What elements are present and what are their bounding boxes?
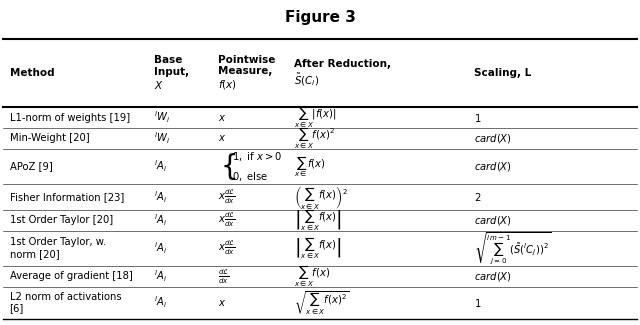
- Text: ${}^lW_i$: ${}^lW_i$: [154, 131, 170, 146]
- Text: $\frac{d\mathcal{L}}{dx}$: $\frac{d\mathcal{L}}{dx}$: [218, 267, 229, 286]
- Text: $\sum_{x\in X}f(x)$: $\sum_{x\in X}f(x)$: [294, 264, 331, 289]
- Text: $\sqrt{\sum_{x\in X}f(x)^2}$: $\sqrt{\sum_{x\in X}f(x)^2}$: [294, 289, 349, 316]
- Text: $1$: $1$: [474, 111, 481, 124]
- Text: ${}^lA_i$: ${}^lA_i$: [154, 240, 166, 256]
- Text: Scaling, L: Scaling, L: [474, 68, 531, 78]
- Text: $card(X)$: $card(X)$: [474, 270, 511, 283]
- Text: $x\frac{d\mathcal{L}}{dx}$: $x\frac{d\mathcal{L}}{dx}$: [218, 239, 235, 257]
- Text: $\sqrt{\sum_{j=0}^{l\,m-1}(\tilde{S}({}^lC_j))^2}$: $\sqrt{\sum_{j=0}^{l\,m-1}(\tilde{S}({}^…: [474, 230, 551, 266]
- Text: Figure 3: Figure 3: [285, 10, 355, 25]
- Text: $card(X)$: $card(X)$: [474, 214, 511, 227]
- Text: $x$: $x$: [218, 133, 226, 143]
- Text: APoZ [9]: APoZ [9]: [10, 162, 52, 172]
- Text: $\{$: $\{$: [220, 151, 236, 182]
- Text: Base
Input,
$X$: Base Input, $X$: [154, 55, 189, 91]
- Text: $x\frac{d\mathcal{L}}{dx}$: $x\frac{d\mathcal{L}}{dx}$: [218, 211, 235, 229]
- Text: ${}^lW_i$: ${}^lW_i$: [154, 110, 170, 125]
- Text: $\left(\sum_{x\in X}f(x)\right)^2$: $\left(\sum_{x\in X}f(x)\right)^2$: [294, 184, 348, 211]
- Text: Min-Weight [20]: Min-Weight [20]: [10, 133, 89, 143]
- Text: $0,\ \mathrm{else}$: $0,\ \mathrm{else}$: [232, 170, 269, 183]
- Text: After Reduction,
$\tilde{S}(C_i)$: After Reduction, $\tilde{S}(C_i)$: [294, 58, 392, 88]
- Text: $\left|\sum_{x\in X}f(x)\right|$: $\left|\sum_{x\in X}f(x)\right|$: [294, 207, 342, 233]
- Text: $\sum_{x\in}f(x)$: $\sum_{x\in}f(x)$: [294, 154, 326, 179]
- Text: $x$: $x$: [218, 298, 226, 308]
- Text: $\left|\sum_{x\in X}f(x)\right|$: $\left|\sum_{x\in X}f(x)\right|$: [294, 236, 342, 261]
- Text: 1st Order Taylor [20]: 1st Order Taylor [20]: [10, 215, 113, 225]
- Text: Average of gradient [18]: Average of gradient [18]: [10, 271, 132, 281]
- Text: $\sum_{x\in X}|f(x)|$: $\sum_{x\in X}|f(x)|$: [294, 105, 337, 130]
- Text: ${}^lA_i$: ${}^lA_i$: [154, 189, 166, 205]
- Text: Method: Method: [10, 68, 54, 78]
- Text: 1st Order Taylor, w.
norm [20]: 1st Order Taylor, w. norm [20]: [10, 238, 106, 259]
- Text: $x$: $x$: [218, 113, 226, 123]
- Text: Fisher Information [23]: Fisher Information [23]: [10, 192, 124, 202]
- Text: $card(X)$: $card(X)$: [474, 132, 511, 145]
- Text: L2 norm of activations
[6]: L2 norm of activations [6]: [10, 292, 121, 313]
- Text: $1$: $1$: [474, 297, 481, 309]
- Text: ${}^lA_i$: ${}^lA_i$: [154, 213, 166, 228]
- Text: ${}^lA_i$: ${}^lA_i$: [154, 268, 166, 284]
- Text: ${}^lA_i$: ${}^lA_i$: [154, 295, 166, 310]
- Text: L1-norm of weights [19]: L1-norm of weights [19]: [10, 113, 130, 123]
- Text: ${}^lA_i$: ${}^lA_i$: [154, 159, 166, 174]
- Text: $x\frac{d\mathcal{L}}{dx}$: $x\frac{d\mathcal{L}}{dx}$: [218, 188, 235, 206]
- Text: $\sum_{x\in X}f(x)^2$: $\sum_{x\in X}f(x)^2$: [294, 126, 335, 151]
- Text: Pointwise
Measure,
$f(x)$: Pointwise Measure, $f(x)$: [218, 55, 275, 91]
- Text: $2$: $2$: [474, 191, 481, 203]
- Text: $card(X)$: $card(X)$: [474, 160, 511, 173]
- Text: $1,\ \mathrm{if}\ x>0$: $1,\ \mathrm{if}\ x>0$: [232, 150, 282, 162]
